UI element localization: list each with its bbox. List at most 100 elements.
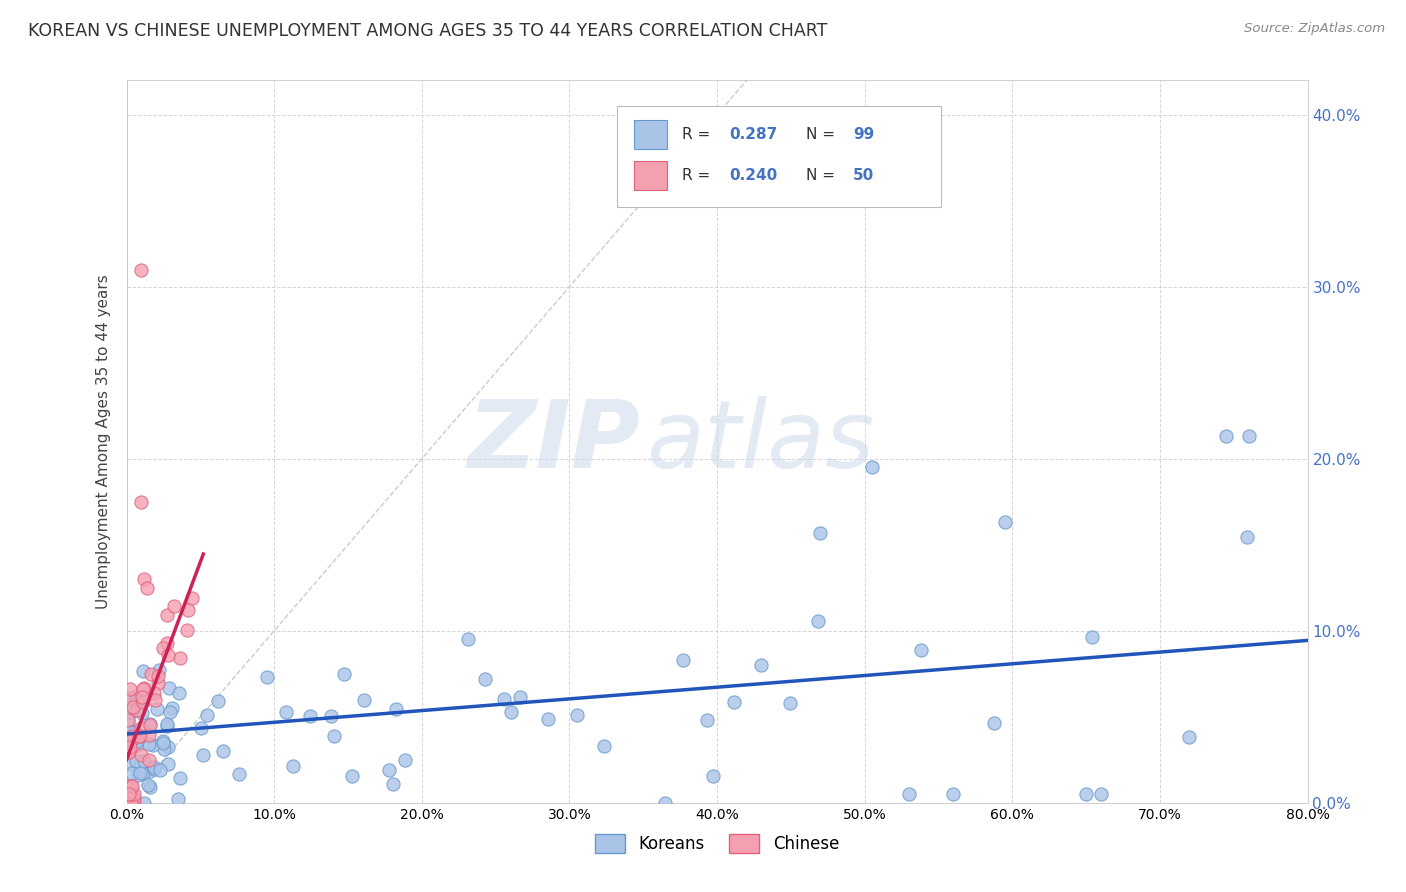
Point [127, 768, 149, 782]
Point [499, 705, 522, 719]
Point [136, 778, 159, 792]
Point [177, 603, 200, 617]
Point [353, 693, 375, 707]
Point [139, 717, 162, 731]
Point [671, 653, 693, 667]
Point [457, 632, 479, 646]
Point [148, 663, 170, 677]
Point [129, 262, 153, 277]
Point [156, 739, 179, 754]
Point [256, 670, 278, 684]
Point [129, 766, 152, 780]
Point [131, 747, 153, 762]
Point [121, 729, 143, 743]
Point [696, 713, 718, 727]
Text: 50: 50 [853, 169, 875, 183]
Point [117, 733, 139, 747]
Point [197, 708, 219, 723]
Point [994, 516, 1017, 530]
Point [169, 771, 191, 785]
Point [212, 744, 235, 758]
Text: 0.287: 0.287 [728, 127, 778, 142]
Point [942, 787, 965, 801]
Point [138, 764, 160, 779]
Point [138, 728, 160, 742]
Point [152, 742, 174, 756]
Point [120, 704, 142, 718]
Point [1237, 429, 1260, 443]
Point [139, 780, 162, 795]
Point [131, 682, 153, 697]
Bar [634, 120, 668, 149]
Point [122, 787, 145, 801]
Point [169, 650, 191, 665]
Point [166, 791, 188, 805]
Point [117, 713, 139, 727]
Point [702, 769, 724, 783]
Point [127, 733, 149, 747]
Point [124, 723, 146, 738]
Point [121, 779, 143, 793]
Point [118, 745, 141, 759]
Point [1090, 787, 1112, 801]
Point [118, 757, 141, 772]
Point [131, 690, 153, 704]
Point [132, 664, 155, 678]
Point [138, 737, 160, 751]
Point [136, 581, 159, 595]
Text: KOREAN VS CHINESE UNEMPLOYMENT AMONG AGES 35 TO 44 YEARS CORRELATION CHART: KOREAN VS CHINESE UNEMPLOYMENT AMONG AGE… [28, 22, 828, 40]
Point [156, 717, 179, 731]
Point [494, 692, 516, 706]
Point [228, 766, 250, 780]
Point [152, 735, 174, 749]
Point [118, 739, 141, 754]
Point [120, 681, 142, 696]
Point [385, 701, 408, 715]
Point [281, 759, 304, 773]
Point [120, 734, 142, 748]
Point [1081, 630, 1104, 644]
Point [142, 760, 165, 774]
Bar [634, 161, 668, 190]
Text: N =: N = [806, 127, 835, 142]
Point [118, 796, 141, 810]
Point [124, 791, 146, 805]
Point [474, 672, 496, 686]
Point [143, 686, 166, 700]
Point [983, 716, 1005, 731]
Point [152, 640, 174, 655]
Point [117, 731, 139, 745]
Point [898, 787, 921, 801]
Point [132, 766, 155, 780]
Point [125, 734, 148, 748]
Point [156, 757, 179, 772]
Text: R =: R = [682, 127, 710, 142]
Point [139, 718, 162, 732]
Point [121, 766, 143, 780]
Point [806, 614, 828, 628]
Point [152, 734, 174, 748]
Text: N =: N = [806, 169, 835, 183]
Point [142, 738, 165, 752]
Text: Source: ZipAtlas.com: Source: ZipAtlas.com [1244, 22, 1385, 36]
Point [125, 694, 148, 708]
Text: ZIP: ZIP [467, 395, 640, 488]
Point [1178, 731, 1201, 745]
Point [1076, 787, 1098, 801]
Point [138, 753, 160, 767]
Point [382, 777, 405, 791]
Point [810, 525, 832, 540]
Point [120, 779, 142, 793]
Point [122, 699, 145, 714]
Point [117, 706, 139, 720]
Point [117, 779, 139, 793]
Point [593, 739, 616, 753]
Point [654, 796, 676, 810]
Point [509, 690, 531, 704]
Point [124, 691, 146, 706]
Point [132, 695, 155, 709]
Point [322, 729, 344, 743]
Point [125, 754, 148, 768]
Point [394, 753, 416, 767]
Point [132, 754, 155, 768]
